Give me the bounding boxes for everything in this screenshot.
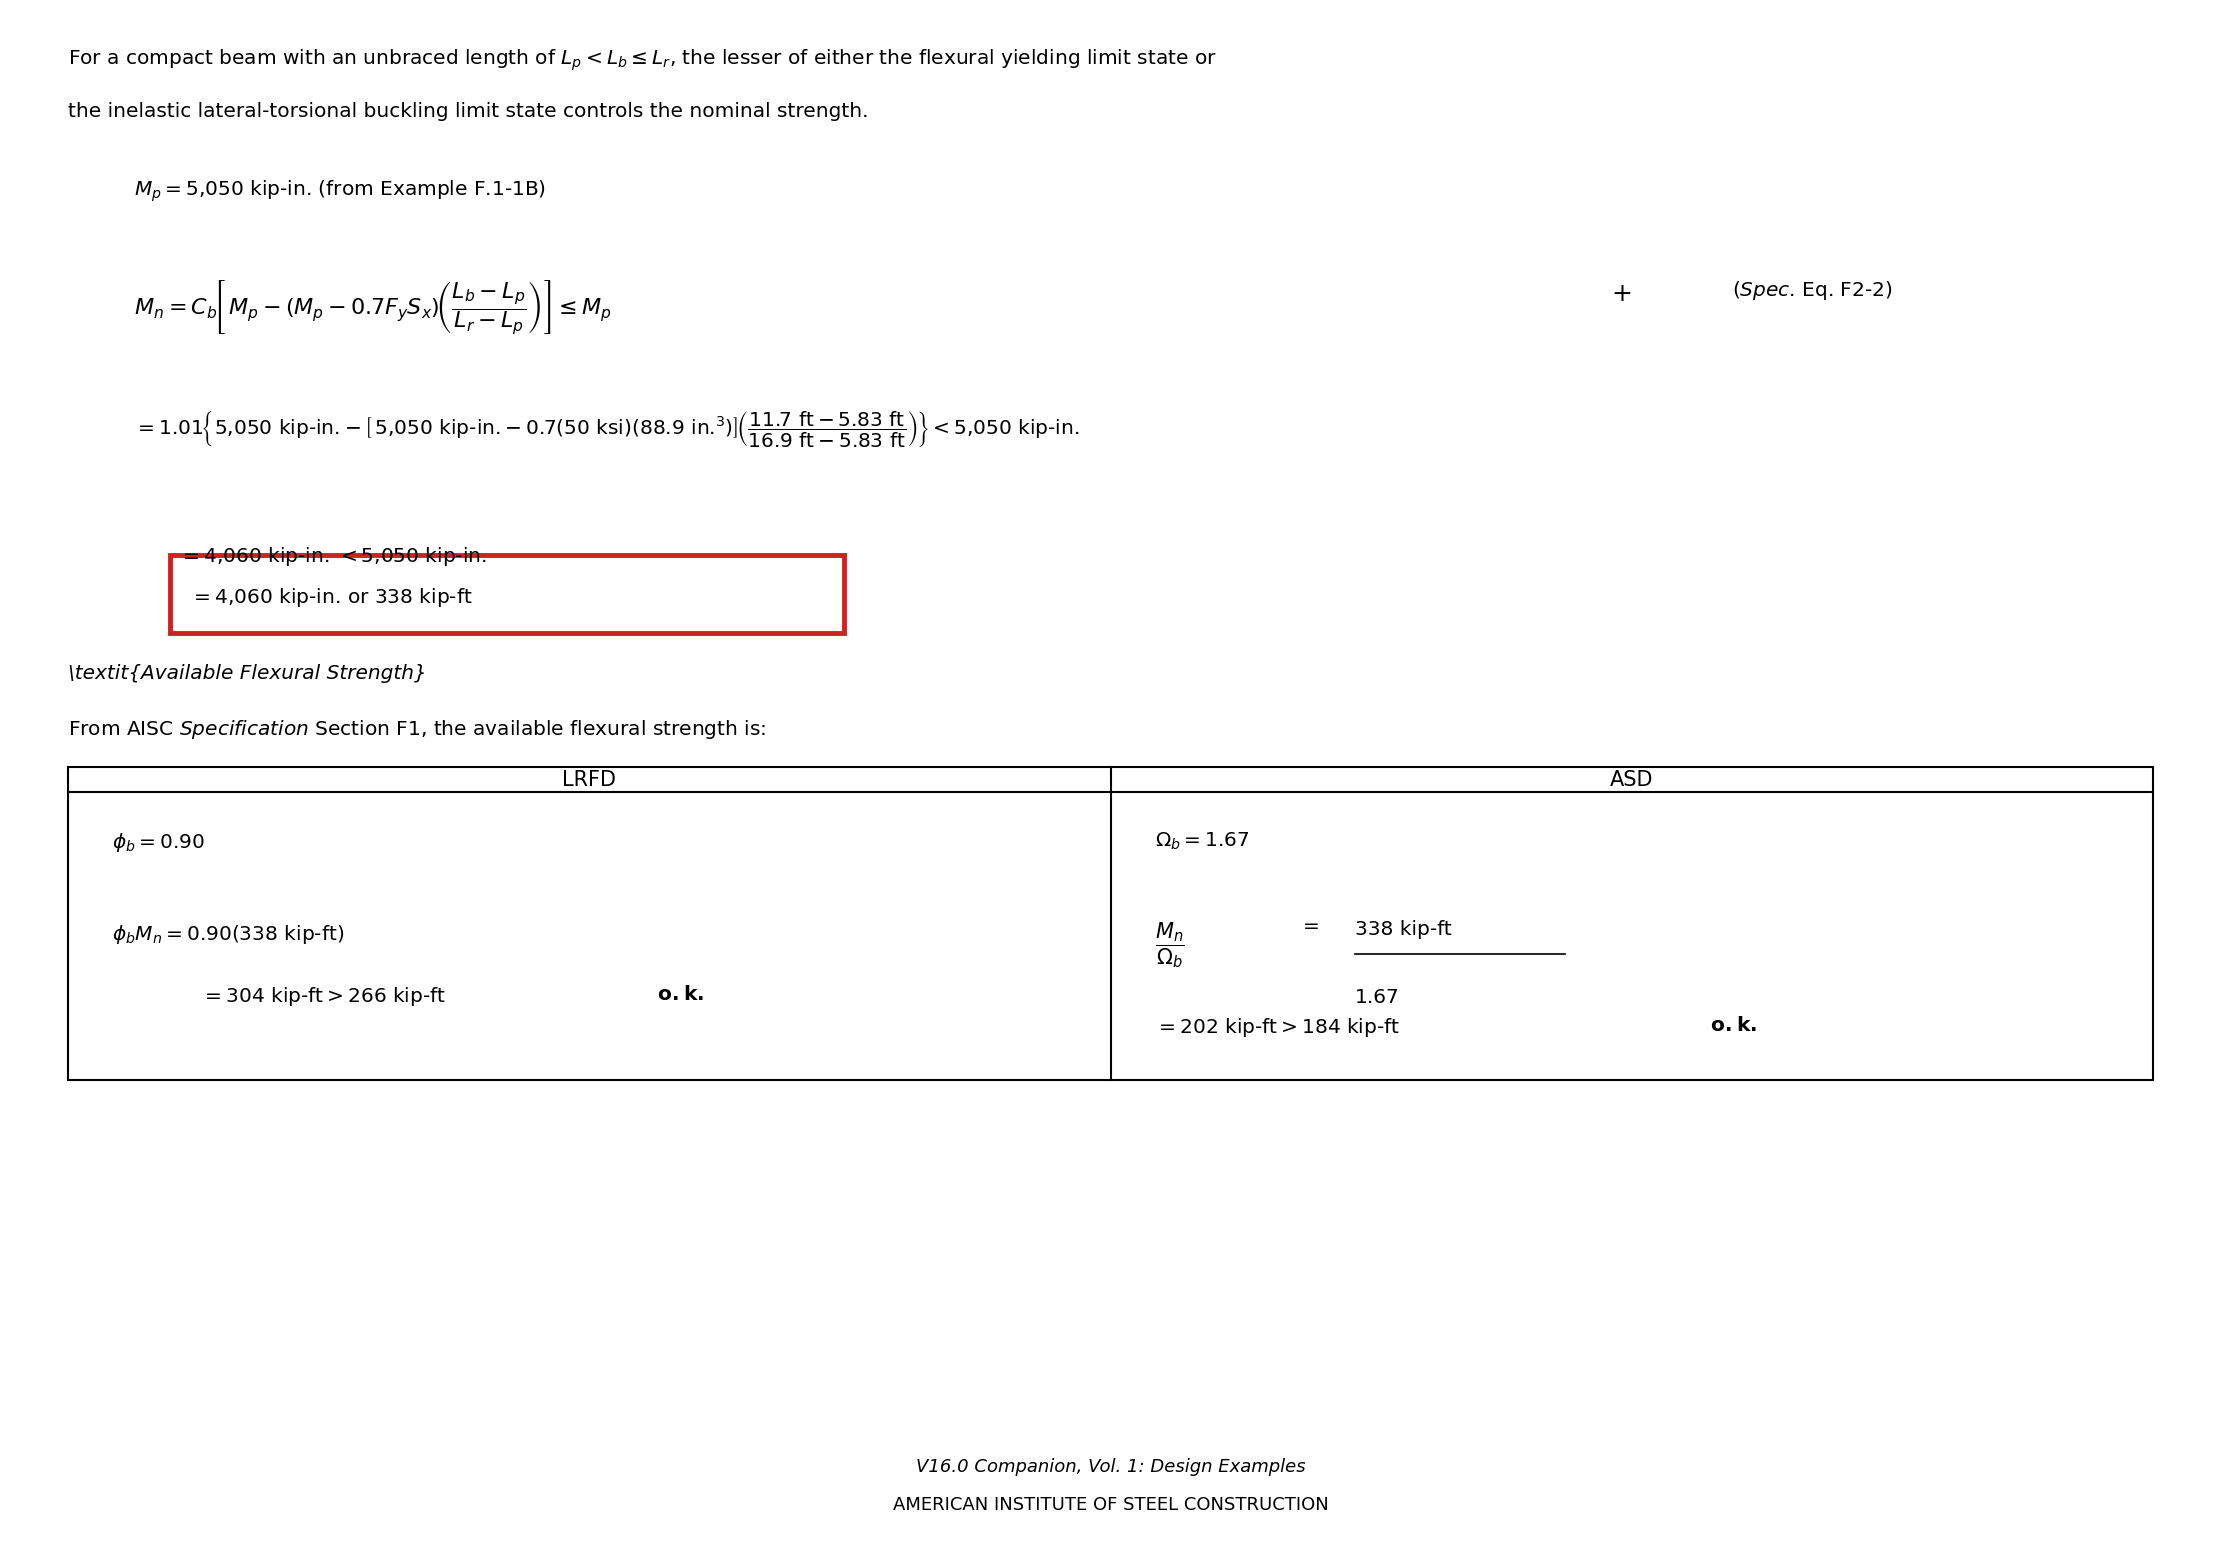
- Text: $=$: $=$: [1299, 916, 1319, 934]
- Text: $\phi_b = 0.90$: $\phi_b = 0.90$: [113, 831, 204, 854]
- Text: $\Omega_b = 1.67$: $\Omega_b = 1.67$: [1155, 831, 1250, 852]
- Text: LRFD: LRFD: [562, 770, 615, 789]
- Text: ASD: ASD: [1610, 770, 1652, 789]
- Text: $= 4{,}060$ kip-in. $< 5{,}050$ kip-in.: $= 4{,}060$ kip-in. $< 5{,}050$ kip-in.: [180, 545, 486, 568]
- Text: $= 304 \text{ kip-ft} > 266 \text{ kip-ft}$: $= 304 \text{ kip-ft} > 266 \text{ kip-f…: [202, 985, 446, 1008]
- Text: $M_p = 5{,}050$ kip-in. (from Example F.1-1B): $M_p = 5{,}050$ kip-in. (from Example F.…: [135, 179, 546, 204]
- Text: $= 4{,}060$ kip-in. or 338 kip-ft: $= 4{,}060$ kip-in. or 338 kip-ft: [191, 587, 473, 610]
- Text: $= 1.01\!\left\{5{,}050 \text{ kip-in.} - \left[\,5{,}050 \text{ kip-in.} - 0.7(: $= 1.01\!\left\{5{,}050 \text{ kip-in.} …: [135, 409, 1079, 451]
- Text: $\phi_b M_n = 0.90(338 \text{ kip-ft})$: $\phi_b M_n = 0.90(338 \text{ kip-ft})$: [113, 923, 344, 946]
- Text: For a compact beam with an unbraced length of $L_p < L_b \leq L_r$, the lesser o: For a compact beam with an unbraced leng…: [69, 48, 1217, 73]
- Text: V16.0 Companion, Vol. 1: Design Examples: V16.0 Companion, Vol. 1: Design Examples: [915, 1458, 1306, 1476]
- Text: \textit{Available Flexural Strength}: \textit{Available Flexural Strength}: [69, 664, 426, 682]
- Text: 338 kip-ft: 338 kip-ft: [1355, 920, 1450, 939]
- Text: AMERICAN INSTITUTE OF STEEL CONSTRUCTION: AMERICAN INSTITUTE OF STEEL CONSTRUCTION: [893, 1496, 1328, 1515]
- FancyBboxPatch shape: [171, 554, 844, 633]
- FancyBboxPatch shape: [69, 767, 2152, 1081]
- Text: the inelastic lateral-torsional buckling limit state controls the nominal streng: the inelastic lateral-torsional buckling…: [69, 102, 868, 120]
- Text: From AISC $\mathit{Specification}$ Section F1, the available flexural strength i: From AISC $\mathit{Specification}$ Secti…: [69, 718, 766, 741]
- Text: $M_n = C_b\!\left[\,M_p - (M_p - 0.7F_y S_x)\!\left(\dfrac{L_b - L_p}{L_r - L_p}: $M_n = C_b\!\left[\,M_p - (M_p - 0.7F_y …: [135, 279, 613, 337]
- Text: $\dfrac{M_n}{\Omega_b}$: $\dfrac{M_n}{\Omega_b}$: [1155, 920, 1184, 970]
- Text: 1.67: 1.67: [1355, 988, 1399, 1007]
- Text: ($\mathit{Spec}$. Eq. F2-2): ($\mathit{Spec}$. Eq. F2-2): [1732, 279, 1892, 301]
- Text: $\mathbf{o.k.}$: $\mathbf{o.k.}$: [644, 985, 704, 1004]
- Text: $+$: $+$: [1610, 283, 1630, 306]
- Text: $= 202 \text{ kip-ft} > 184 \text{ kip-ft}$: $= 202 \text{ kip-ft} > 184 \text{ kip-f…: [1155, 1016, 1399, 1039]
- Text: $\mathbf{o.k.}$: $\mathbf{o.k.}$: [1699, 1016, 1757, 1034]
